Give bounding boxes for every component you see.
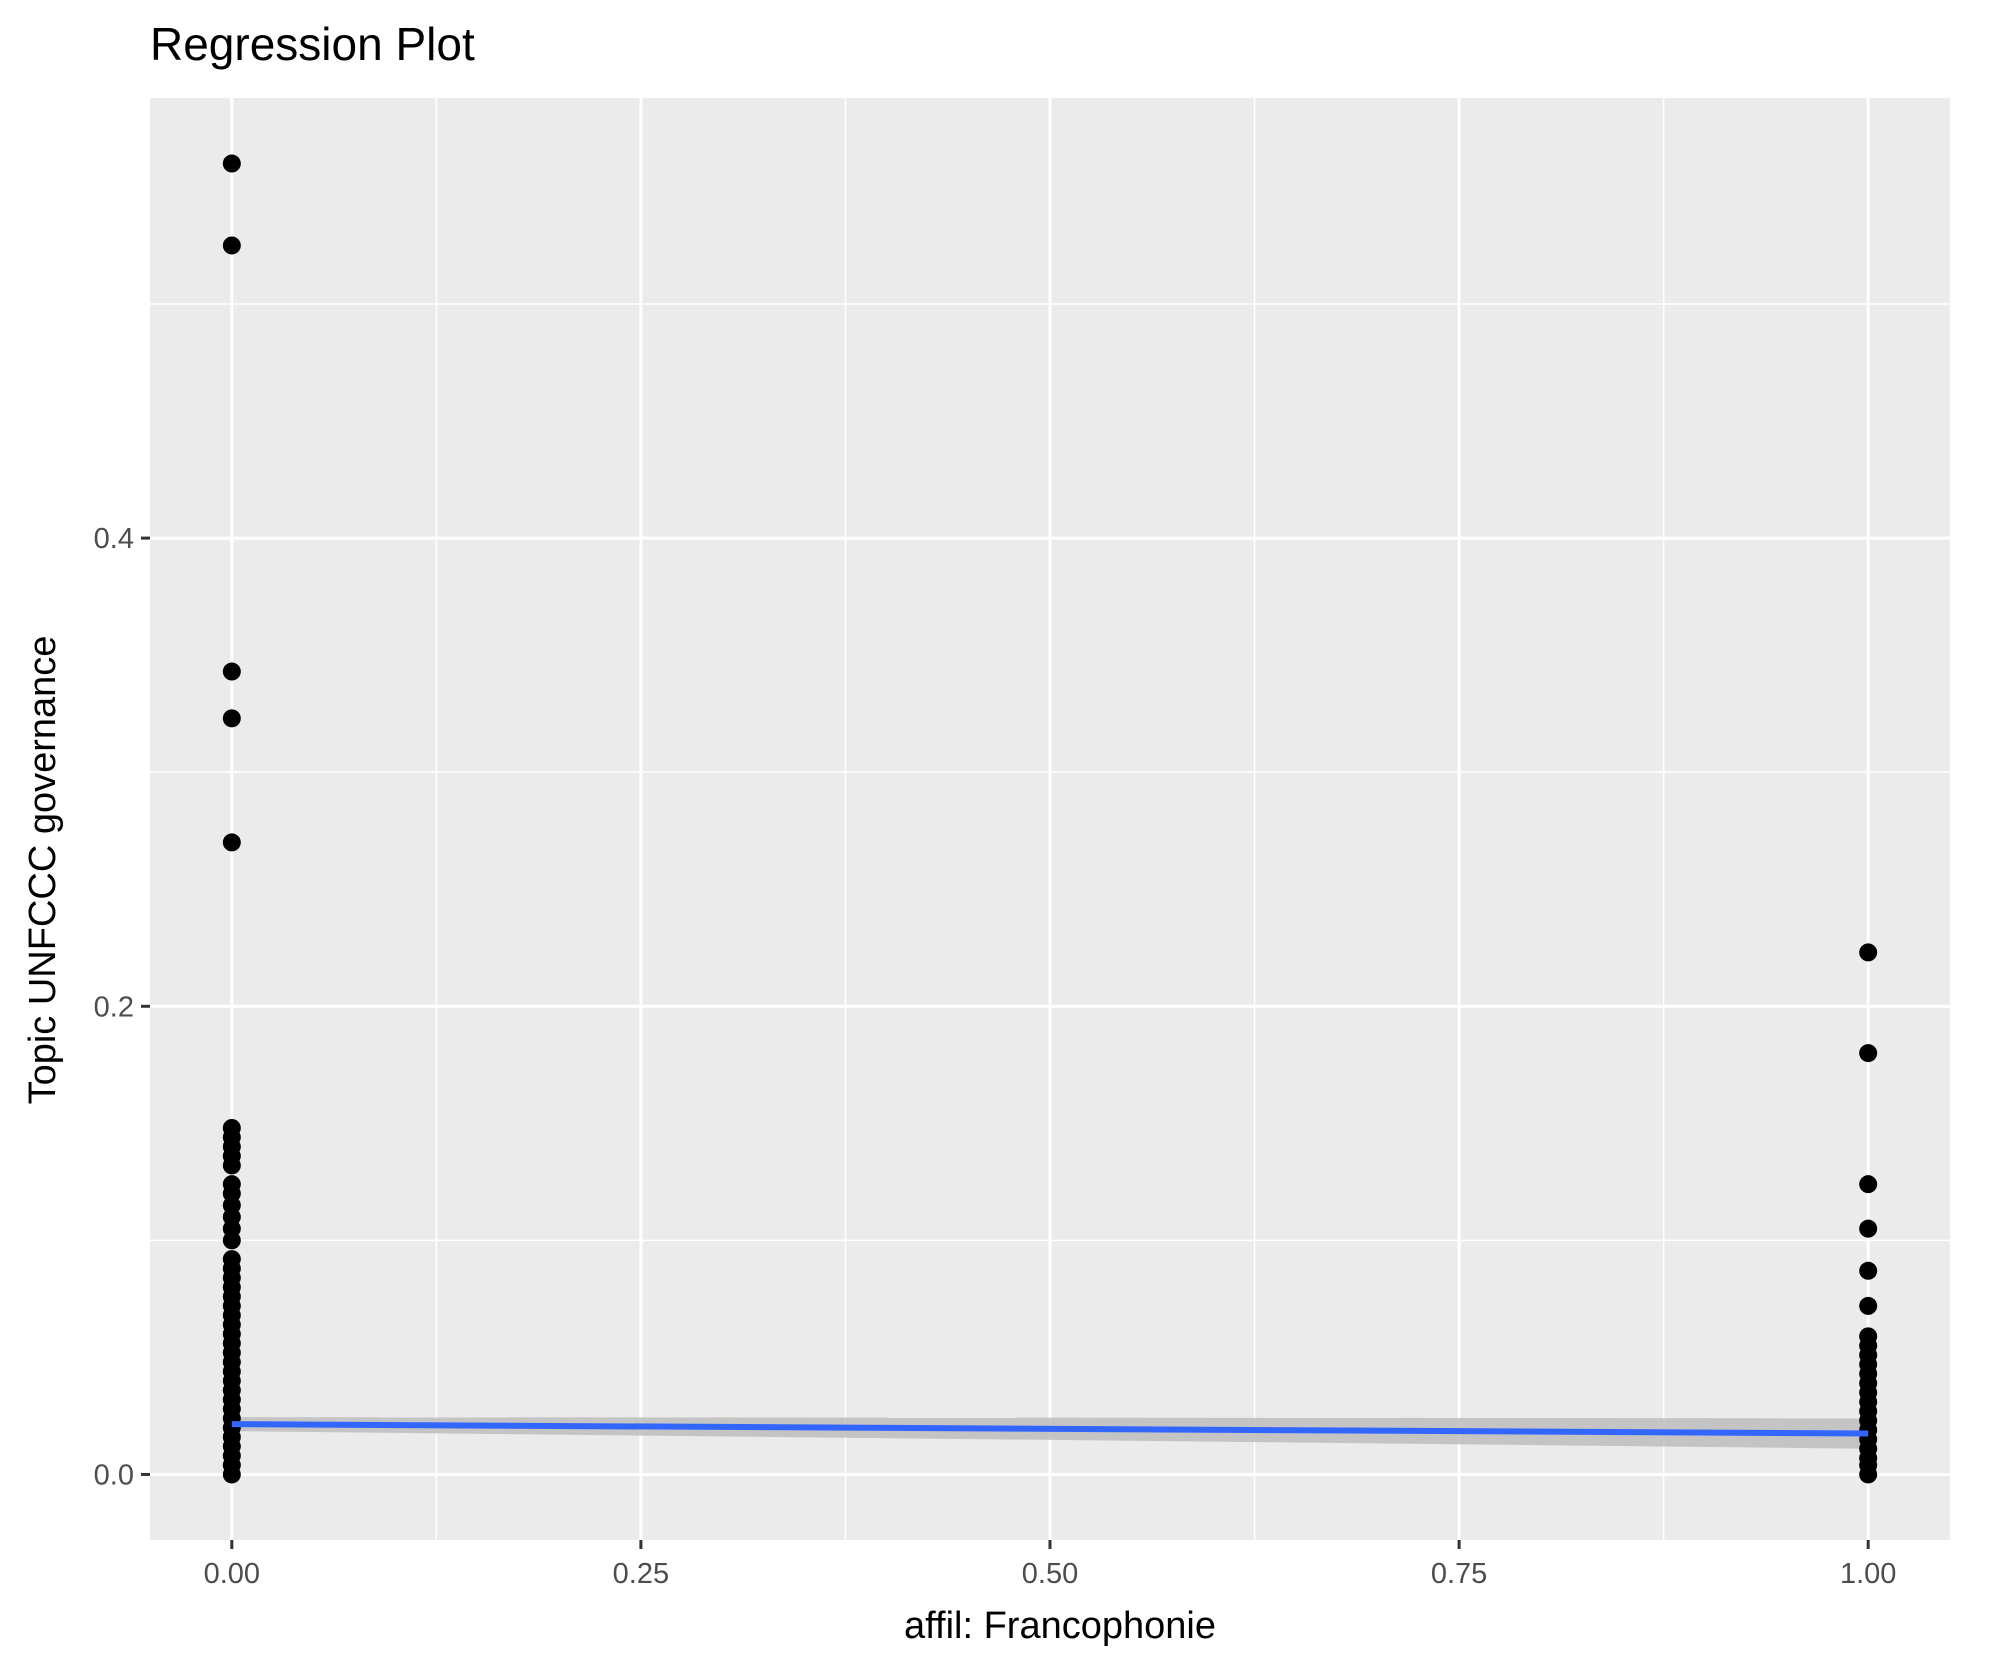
data-point bbox=[222, 709, 241, 728]
x-tick-label: 0.50 bbox=[1022, 1558, 1078, 1590]
fit-line bbox=[231, 1421, 1869, 1437]
x-tick-label: 0.75 bbox=[1431, 1558, 1487, 1590]
data-point bbox=[222, 662, 241, 681]
data-point bbox=[1859, 1044, 1878, 1063]
chart-title: Regression Plot bbox=[150, 18, 475, 70]
data-point bbox=[222, 154, 241, 173]
y-axis-title: Topic UNFCCC governance bbox=[22, 636, 64, 1105]
y-axis-ticks: 0.0 0.2 0.4 bbox=[94, 523, 150, 1491]
y-tick-label: 0.2 bbox=[94, 991, 134, 1023]
x-tick-label: 0.00 bbox=[204, 1558, 260, 1590]
x-axis-title: affil: Francophonie bbox=[904, 1605, 1216, 1647]
data-point bbox=[222, 833, 241, 852]
data-point bbox=[1859, 1175, 1878, 1194]
regression-line bbox=[231, 1421, 1869, 1437]
data-point bbox=[1859, 1261, 1878, 1280]
x-tick-label: 0.25 bbox=[613, 1558, 669, 1590]
data-point bbox=[222, 1231, 241, 1250]
data-point bbox=[1859, 1219, 1878, 1238]
y-tick-label: 0.0 bbox=[94, 1459, 134, 1491]
data-point bbox=[222, 236, 241, 255]
data-point bbox=[1859, 943, 1878, 962]
y-tick-label: 0.4 bbox=[94, 523, 134, 555]
data-point bbox=[1859, 1296, 1878, 1315]
grid-major bbox=[150, 98, 1950, 1540]
data-point bbox=[222, 1465, 241, 1484]
x-axis-ticks: 0.00 0.25 0.50 0.75 1.00 bbox=[204, 1540, 1896, 1590]
data-point bbox=[1859, 1465, 1878, 1484]
data-points bbox=[222, 154, 1878, 1484]
data-point bbox=[222, 1156, 241, 1175]
x-tick-label: 1.00 bbox=[1840, 1558, 1896, 1590]
